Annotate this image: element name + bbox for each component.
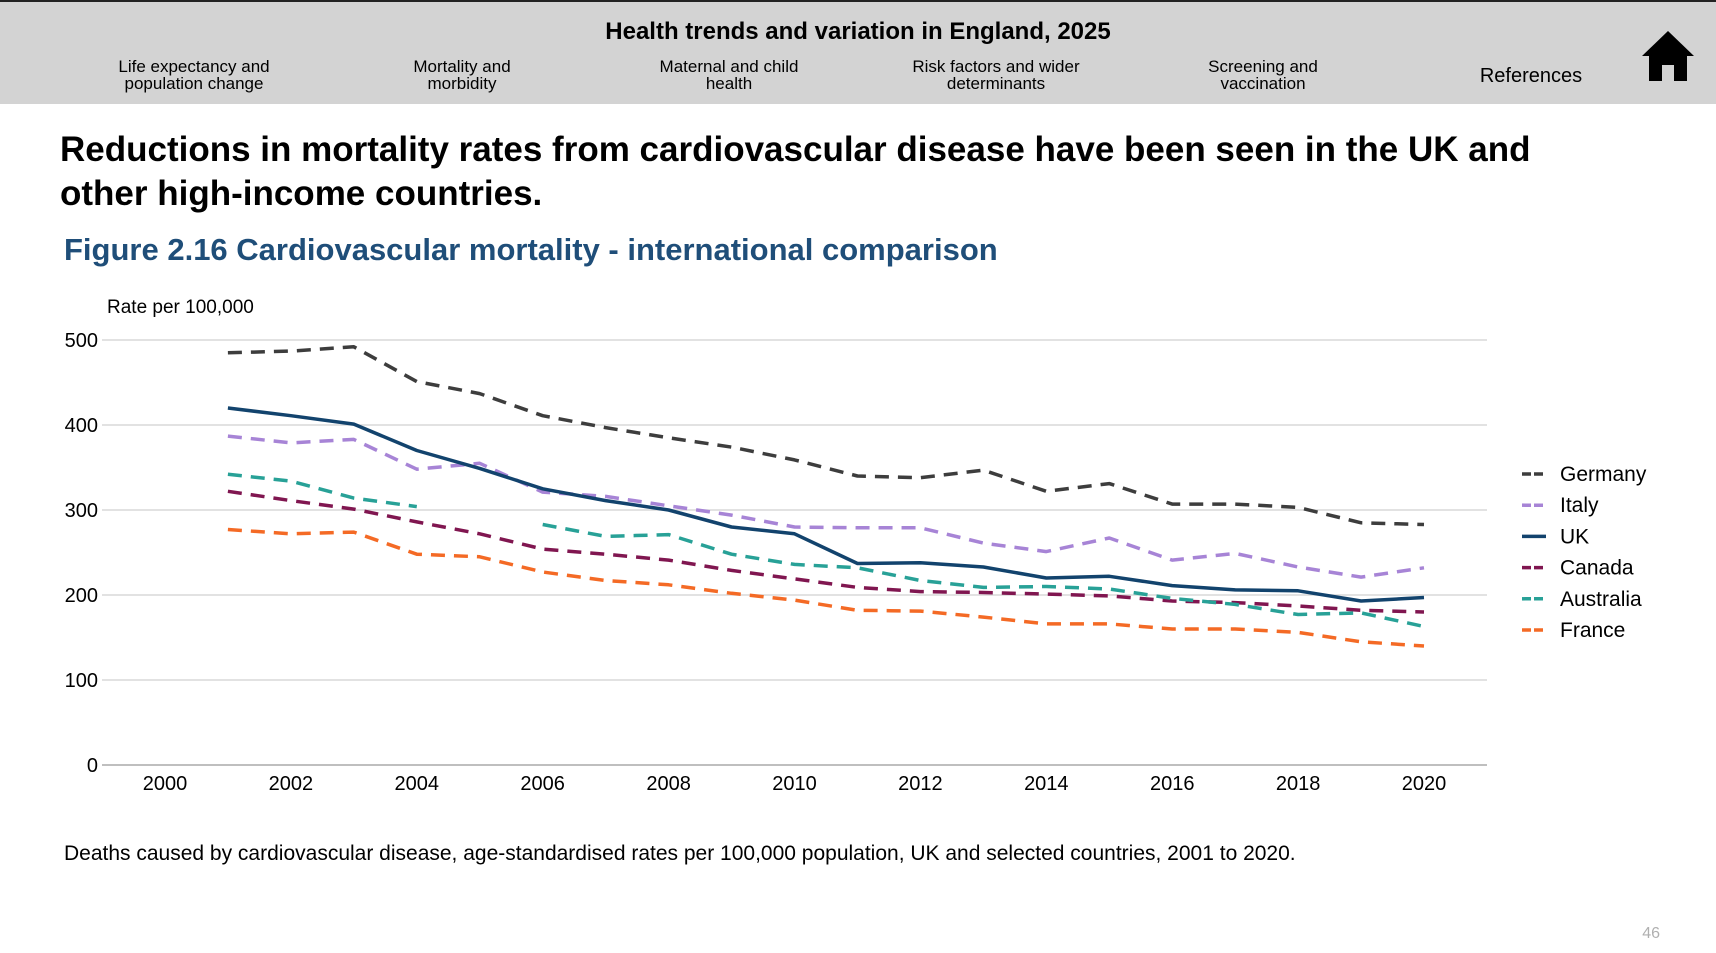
nav-mortality-morbidity[interactable]: Mortality and morbidity xyxy=(342,58,582,92)
nav-label-line1: References xyxy=(1479,65,1583,87)
figure-caption: Deaths caused by cardiovascular disease,… xyxy=(64,842,1296,865)
x-tick-label: 2006 xyxy=(520,773,565,795)
series-line-canada xyxy=(227,489,1425,614)
nav-label-line1: Maternal and child xyxy=(659,57,799,76)
nav-risk-factors[interactable]: Risk factors and wider determinants xyxy=(876,58,1116,92)
x-tick-label: 2000 xyxy=(143,773,188,795)
nav-references[interactable]: References xyxy=(1411,65,1651,87)
x-tick-label: 2018 xyxy=(1276,773,1321,795)
x-tick-label: 2016 xyxy=(1150,773,1195,795)
x-tick-label: 2012 xyxy=(898,773,943,795)
series-line-germany xyxy=(227,345,1425,527)
nav-label-line1: Life expectancy and xyxy=(118,57,270,76)
nav-label-line2: morbidity xyxy=(427,74,497,93)
y-tick-label: 300 xyxy=(65,500,98,522)
y-tick-label: 500 xyxy=(65,330,98,352)
nav-life-expectancy[interactable]: Life expectancy and population change xyxy=(74,58,314,92)
legend-label-italy: Italy xyxy=(1560,494,1599,517)
nav-label-line2: determinants xyxy=(946,74,1046,93)
nav-label-line2: health xyxy=(705,74,753,93)
site-title: Health trends and variation in England, … xyxy=(605,18,1111,45)
top-navigation-bar: Health trends and variation in England, … xyxy=(0,0,1716,104)
x-tick-label: 2002 xyxy=(269,773,314,795)
x-tick-label: 2008 xyxy=(646,773,691,795)
x-tick-label: 2004 xyxy=(395,773,440,795)
series-line-australia xyxy=(227,472,1425,629)
x-tick-label: 2010 xyxy=(772,773,817,795)
y-tick-label: 100 xyxy=(65,670,98,692)
page-headline: Reductions in mortality rates from cardi… xyxy=(60,130,1531,213)
nav-screening-vaccination[interactable]: Screening and vaccination xyxy=(1143,58,1383,92)
nav-label-line2: population change xyxy=(124,74,264,93)
legend-label-uk: UK xyxy=(1560,525,1589,548)
legend-label-france: France xyxy=(1560,619,1625,642)
page-number: 46 xyxy=(1642,925,1660,942)
series-line-uk xyxy=(227,406,1425,603)
home-icon[interactable] xyxy=(1640,28,1696,84)
y-tick-label: 200 xyxy=(65,585,98,607)
series-line-italy xyxy=(227,434,1425,579)
y-tick-label: 400 xyxy=(65,415,98,437)
legend-label-germany: Germany xyxy=(1560,463,1647,486)
y-axis-label: Rate per 100,000 xyxy=(107,297,254,318)
legend-label-canada: Canada xyxy=(1560,557,1634,580)
nav-label-line2: vaccination xyxy=(1220,74,1306,93)
nav-maternal-child-health[interactable]: Maternal and child health xyxy=(609,58,849,92)
y-tick-label: 0 xyxy=(87,755,98,777)
nav-label-line1: Risk factors and wider xyxy=(912,57,1080,76)
nav-label-line1: Mortality and xyxy=(413,57,511,76)
series-line-france xyxy=(227,527,1425,648)
x-tick-label: 2014 xyxy=(1024,773,1069,795)
legend-label-australia: Australia xyxy=(1560,588,1642,611)
figure-title: Figure 2.16 Cardiovascular mortality - i… xyxy=(64,232,998,267)
x-tick-label: 2020 xyxy=(1402,773,1447,795)
nav-label-line1: Screening and xyxy=(1208,57,1318,76)
